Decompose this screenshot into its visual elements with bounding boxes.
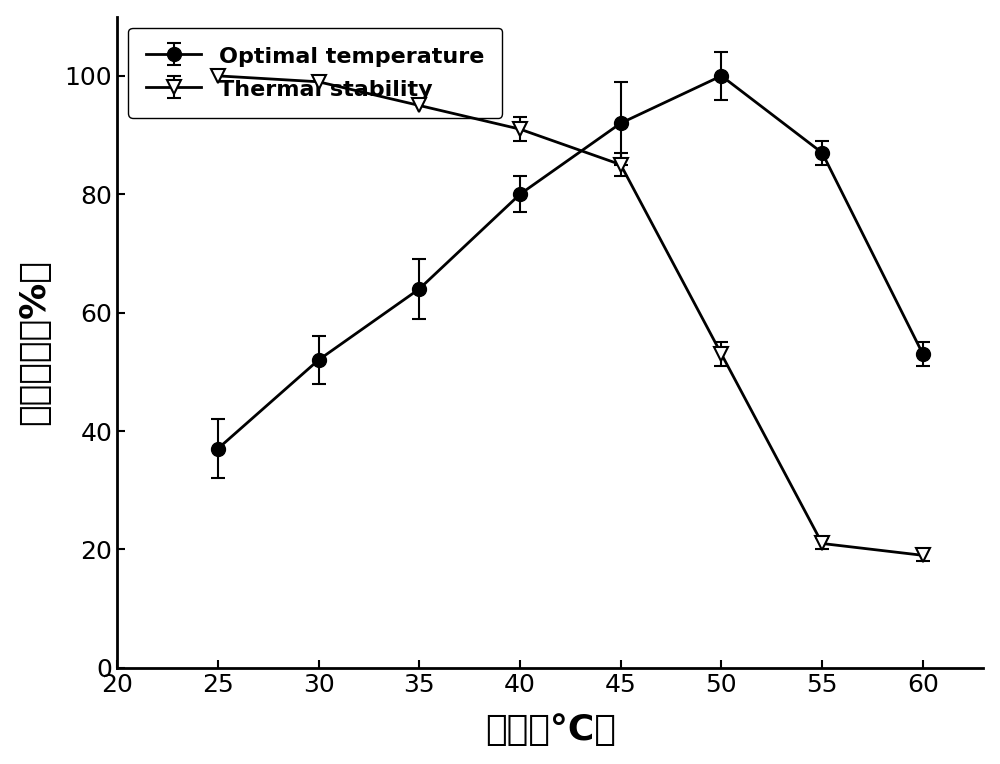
Legend: Optimal temperature, Thermal stability: Optimal temperature, Thermal stability (128, 28, 502, 118)
Y-axis label: 相对活力（%）: 相对活力（%） (17, 259, 51, 426)
X-axis label: 温度（°C）: 温度（°C） (485, 714, 616, 747)
